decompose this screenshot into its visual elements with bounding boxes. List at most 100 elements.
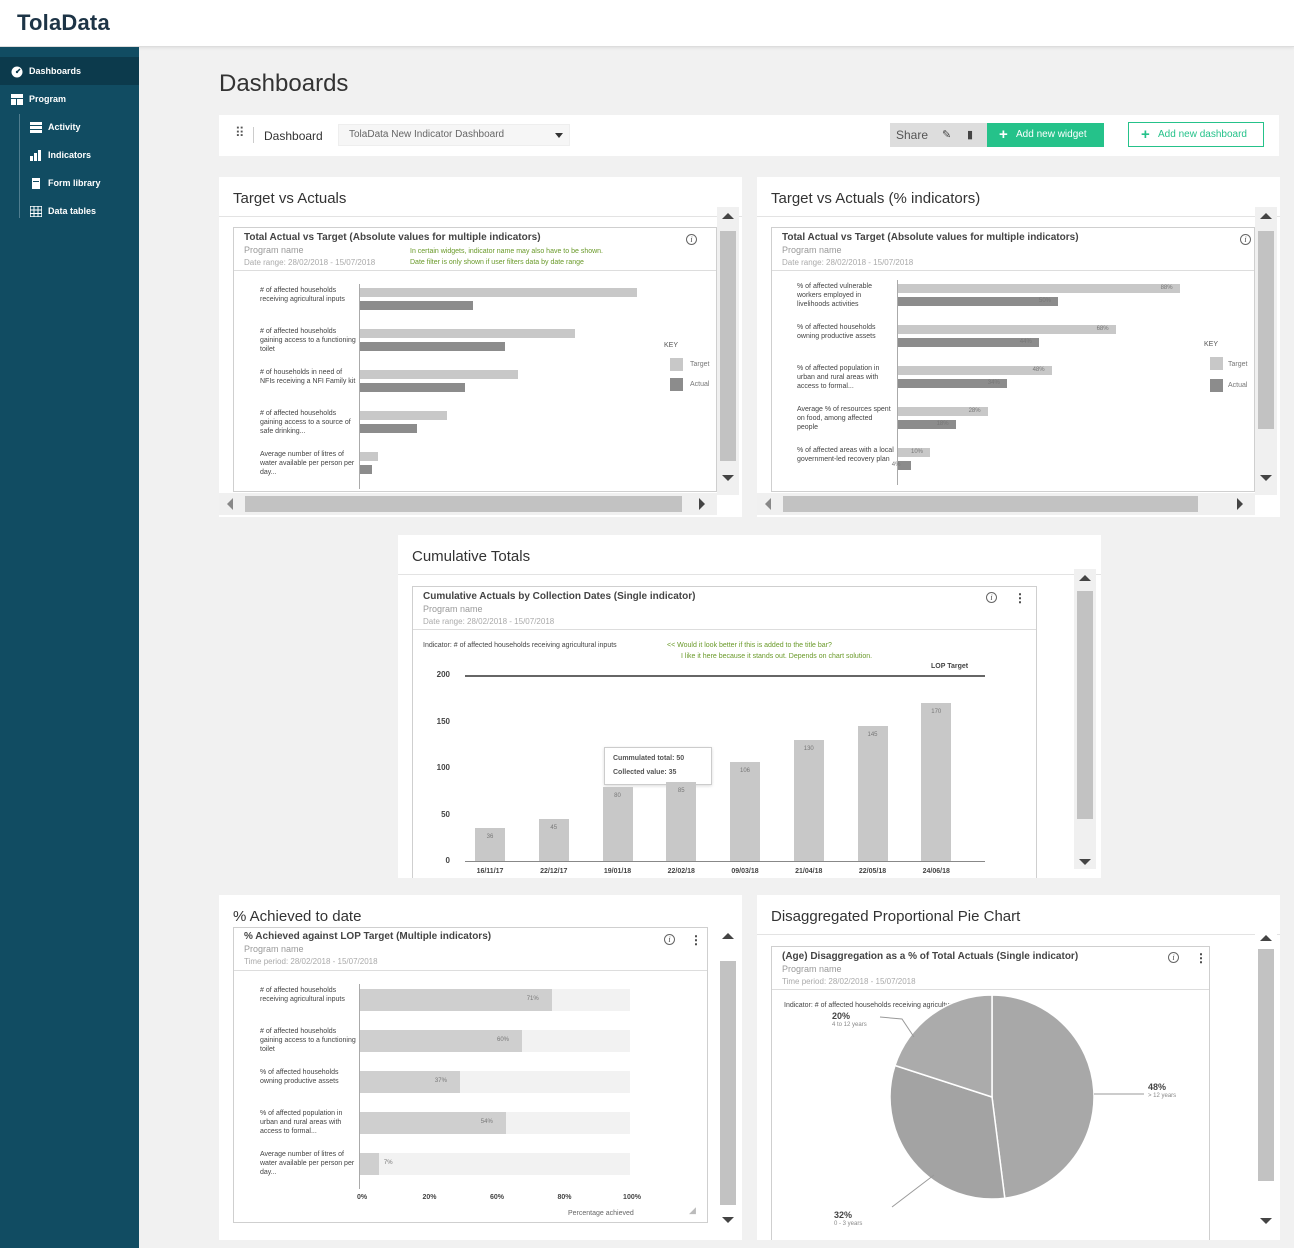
program-name: Program name [244, 944, 304, 954]
widget-target-vs-actuals: Target vs Actuals Total Actual vs Target… [219, 177, 742, 517]
sidebar-item-label: Data tables [48, 206, 97, 216]
legend-swatch-actual [670, 378, 683, 391]
x-axis-line [465, 861, 985, 862]
scroll-right-icon[interactable] [1237, 498, 1243, 510]
card-divider [234, 270, 716, 271]
more-options-icon[interactable]: ⋮ [1195, 951, 1207, 965]
toolbar-divider [253, 127, 254, 143]
vertical-scrollbar[interactable] [1255, 207, 1277, 495]
legend-title: KEY [1204, 341, 1219, 348]
more-options-icon[interactable]: ⋮ [690, 933, 702, 947]
scroll-thumb[interactable] [1258, 231, 1274, 429]
bar-value-label: 85 [677, 787, 685, 794]
scroll-right-icon[interactable] [699, 498, 705, 510]
legend-swatch-target [1210, 357, 1223, 370]
scroll-thumb[interactable] [245, 496, 682, 512]
bar-value-label: 37% [434, 1078, 447, 1084]
page-title: Dashboards [219, 70, 349, 97]
widget-divider [219, 216, 742, 217]
actual-bar [360, 424, 418, 433]
scroll-thumb[interactable] [783, 496, 1198, 512]
trash-icon[interactable]: ▮ [967, 129, 974, 141]
dashboard-select[interactable]: TolaData New Indicator Dashboard [338, 124, 570, 146]
category-label: # of affected households gaining access … [260, 1028, 356, 1053]
bar-value-label: 145 [867, 732, 878, 739]
horizontal-scrollbar[interactable] [757, 493, 1255, 515]
x-tick-label: 20% [422, 1194, 437, 1201]
add-dashboard-button[interactable]: + Add new dashboard [1128, 122, 1264, 147]
cumulative-bar [475, 827, 505, 861]
vertical-scrollbar[interactable] [1255, 929, 1277, 1229]
widget-title: Cumulative Totals [412, 548, 531, 565]
scroll-left-icon[interactable] [765, 498, 771, 510]
x-tick-label: 19/01/18 [603, 868, 632, 875]
sidebar-item-label: Form library [48, 178, 101, 188]
scroll-up-icon[interactable] [1079, 575, 1091, 581]
scroll-down-icon[interactable] [722, 1217, 734, 1223]
widget-pie-chart: Disaggregated Proportional Pie Chart (Ag… [757, 895, 1280, 1240]
bar-value-label: 80 [614, 792, 621, 799]
sidebar-item-label: Indicators [48, 150, 92, 160]
scroll-up-icon[interactable] [1260, 935, 1272, 941]
dashboard-toolbar: ⠿ Dashboard TolaData New Indicator Dashb… [219, 115, 1279, 156]
scroll-thumb[interactable] [1077, 591, 1093, 819]
actual-bar [898, 461, 911, 470]
scroll-up-icon[interactable] [722, 213, 734, 219]
cumulative-bar [921, 702, 952, 861]
info-icon[interactable]: i [1240, 234, 1251, 245]
y-axis-line [897, 280, 898, 485]
top-bar: TolaData [0, 0, 1294, 47]
resize-handle-icon[interactable]: ◢ [689, 1205, 696, 1215]
sidebar-item-program[interactable]: Program [0, 85, 139, 113]
add-widget-button[interactable]: + Add new widget [987, 123, 1104, 147]
target-bar [360, 329, 575, 338]
app-logo[interactable]: TolaData [17, 10, 110, 35]
sidebar-item-indicators[interactable]: Indicators [0, 141, 139, 169]
x-tick-label: 09/03/18 [731, 868, 759, 875]
sidebar-item-activity[interactable]: Activity [0, 113, 139, 141]
chart-card: Cumulative Actuals by Collection Dates (… [412, 586, 1037, 878]
vertical-scrollbar[interactable] [717, 207, 739, 495]
legend-title: KEY [664, 342, 679, 349]
bar-value-label: 10% [911, 449, 924, 455]
nav-tree-line [19, 114, 20, 218]
x-tick-label: 80% [557, 1194, 572, 1201]
sidebar-item-form-library[interactable]: Form library [0, 169, 139, 197]
scroll-down-icon[interactable] [1079, 859, 1091, 865]
bar-value-label: 7% [383, 1160, 393, 1166]
info-icon[interactable]: i [1168, 952, 1179, 963]
target-bar [898, 366, 1052, 375]
annotation-note: << Would it look better if this is added… [667, 642, 832, 649]
scroll-down-icon[interactable] [1260, 475, 1272, 481]
bar-value-label: 48% [1032, 367, 1045, 373]
scroll-thumb[interactable] [720, 231, 736, 461]
drag-grip-icon[interactable]: ⠿ [235, 125, 245, 140]
vertical-scrollbar[interactable] [717, 927, 739, 1232]
scroll-thumb[interactable] [720, 961, 736, 1205]
horizontal-scrollbar[interactable] [219, 493, 717, 515]
info-icon[interactable]: i [986, 592, 997, 603]
plus-icon: + [1141, 126, 1150, 143]
category-label: % of affected population in urban and ru… [797, 365, 880, 390]
chart-title: (Age) Disaggregation as a % of Total Act… [782, 951, 1079, 962]
sidebar-item-data-tables[interactable]: Data tables [0, 197, 139, 225]
info-icon[interactable]: i [664, 934, 675, 945]
scroll-down-icon[interactable] [722, 475, 734, 481]
sidebar-item-dashboards[interactable]: Dashboards [0, 57, 139, 85]
edit-icon[interactable]: ✎ [942, 129, 952, 141]
target-bar [360, 452, 378, 461]
share-button[interactable]: Share ✎ ▮ [890, 123, 987, 147]
y-tick-label: 200 [436, 670, 450, 679]
vertical-scrollbar[interactable] [1074, 569, 1096, 869]
actual-bar [898, 338, 1039, 347]
scroll-left-icon[interactable] [227, 498, 233, 510]
pie-slice-label: 48% [1148, 1082, 1167, 1092]
scroll-thumb[interactable] [1258, 949, 1274, 1181]
scroll-down-icon[interactable] [1260, 1218, 1272, 1224]
actual-bar [360, 342, 505, 351]
more-options-icon[interactable]: ⋮ [1014, 591, 1026, 605]
scroll-up-icon[interactable] [1260, 213, 1272, 219]
scroll-up-icon[interactable] [722, 933, 734, 939]
x-tick-label: 16/11/17 [476, 868, 504, 875]
info-icon[interactable]: i [686, 234, 697, 245]
